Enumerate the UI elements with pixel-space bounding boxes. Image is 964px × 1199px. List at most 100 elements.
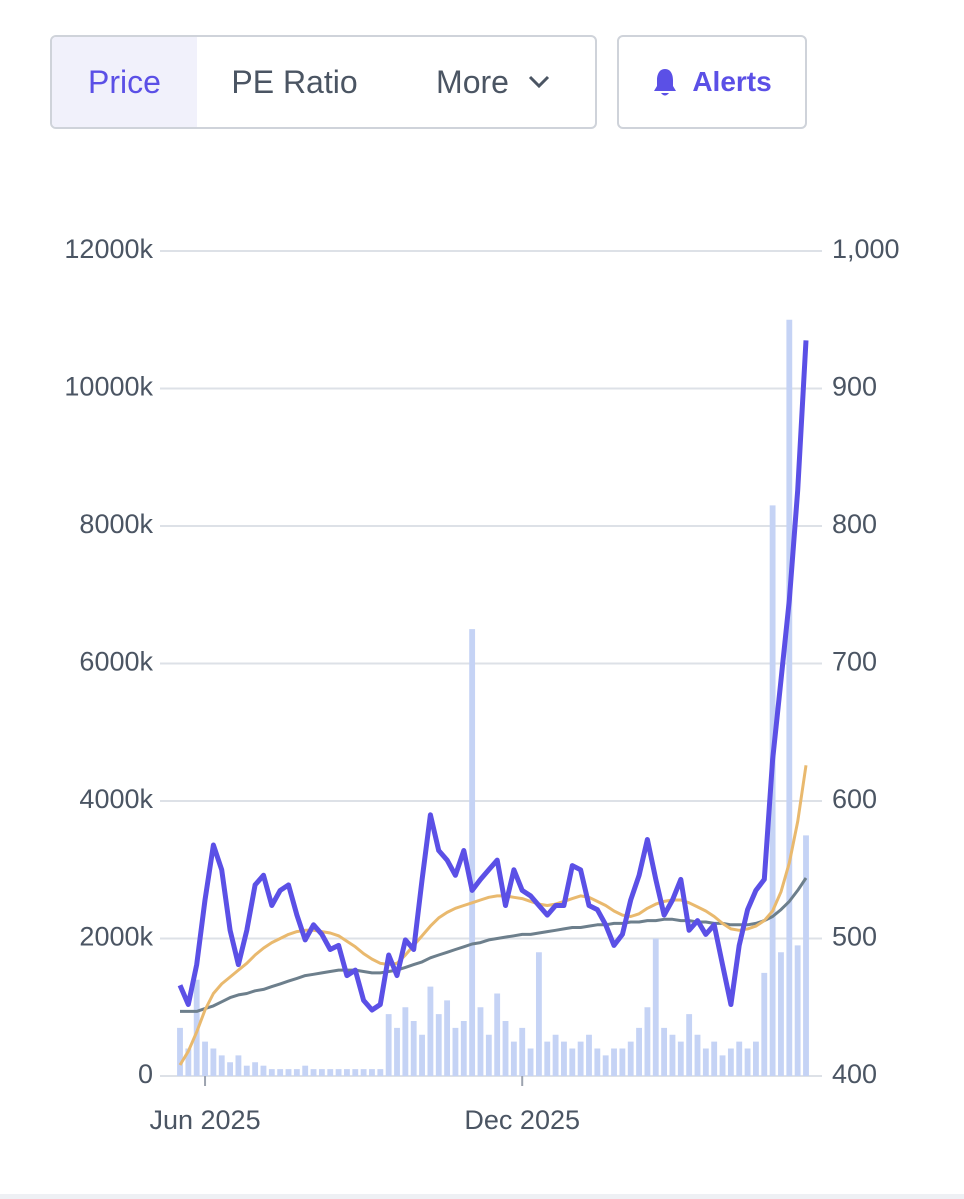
volume-bar (494, 993, 501, 1076)
volume-bar (227, 1062, 234, 1076)
volume-bar (202, 1041, 208, 1076)
y-tick-label: 8000k (79, 509, 153, 539)
y2-tick-label: 500 (832, 922, 877, 952)
volume-bar (318, 1069, 325, 1076)
volume-bar (761, 972, 768, 1076)
alerts-button[interactable]: Alerts (617, 35, 807, 129)
volume-bar (794, 945, 801, 1076)
volume-bar (452, 1027, 459, 1076)
volume-bar (177, 1027, 183, 1076)
bell-icon (654, 69, 677, 96)
volume-bar (385, 1014, 392, 1076)
volume-bar (744, 1048, 751, 1076)
volume-bar (736, 1041, 743, 1076)
volume-bar (752, 1041, 759, 1076)
volume-bar (394, 1027, 400, 1076)
volume-bar (544, 1041, 551, 1076)
volume-bar (669, 1034, 676, 1076)
volume-bar (627, 1041, 634, 1076)
x-tick-label: Jun 2025 (149, 1105, 260, 1135)
volume-bar (619, 1048, 626, 1076)
volume-bar (419, 1034, 425, 1076)
volume-bar (185, 1048, 192, 1076)
volume-bar (636, 1027, 642, 1076)
volume-bar (510, 1041, 517, 1076)
tab-more[interactable]: More (392, 37, 595, 127)
volume-bar (561, 1041, 567, 1076)
volume-bar (778, 952, 784, 1076)
volume-bar (460, 1021, 467, 1076)
volume-bar (594, 1048, 601, 1076)
volume-bar (485, 1034, 492, 1076)
divider (0, 1194, 964, 1199)
volume-bar (218, 1055, 225, 1076)
volume-bar (569, 1048, 576, 1076)
volume-bar (327, 1069, 334, 1076)
volume-bar (519, 1027, 526, 1076)
volume-bar (644, 1007, 651, 1076)
tab-pe[interactable]: PE Ratio (231, 63, 358, 100)
volume-bar (786, 319, 793, 1076)
volume-bar (360, 1069, 367, 1076)
y2-tick-label: 600 (832, 784, 877, 814)
volume-bar (677, 1041, 684, 1076)
tab-bar: Price PE Ratio More (50, 35, 597, 129)
volume-bar (335, 1069, 342, 1076)
volume-bar (235, 1055, 242, 1076)
volume-bar (577, 1041, 584, 1076)
y2-tick-label: 900 (832, 372, 877, 402)
volume-bar (502, 1021, 509, 1076)
y-tick-label: 10000k (64, 372, 153, 402)
volume-bar (444, 1000, 451, 1076)
y-tick-label: 2000k (79, 922, 153, 952)
y-tick-label: 4000k (79, 784, 153, 814)
volume-bar (702, 1048, 709, 1076)
volume-bar (661, 1027, 668, 1076)
volume-bar (427, 986, 434, 1076)
volume-bar (803, 835, 809, 1076)
volume-bar (435, 1014, 442, 1076)
alerts-label[interactable]: Alerts (692, 66, 772, 97)
y-tick-label: 6000k (79, 647, 153, 677)
volume-bar (293, 1069, 300, 1076)
volume-bar (686, 1014, 693, 1076)
volume-bar (727, 1048, 734, 1076)
volume-bar (527, 1048, 534, 1076)
y2-tick-label: 400 (832, 1059, 877, 1089)
volume-bar (344, 1069, 350, 1076)
volume-bar (611, 1048, 617, 1076)
volume-bar (586, 1034, 592, 1076)
volume-bar (602, 1055, 609, 1076)
volume-bar (719, 1055, 726, 1076)
y2-tick-label: 1,000 (832, 234, 900, 264)
tab-price[interactable]: Price (52, 37, 197, 127)
y2-tick-label: 700 (832, 647, 877, 677)
volume-bar (310, 1069, 317, 1076)
chart: 0 2000k 4000k 6000k 8000k 10000k 12000k 400 500 6… (64, 234, 900, 1135)
volume-bar (552, 1034, 559, 1076)
price-line (177, 340, 809, 1013)
volume-bar (402, 1007, 409, 1076)
y2-tick-label: 800 (832, 509, 877, 539)
volume-bar (477, 1007, 484, 1076)
volume-bar (535, 952, 542, 1076)
y-tick-label: 12000k (64, 234, 153, 264)
volume-bar (377, 1069, 384, 1076)
volume-bar (210, 1048, 217, 1076)
volume-bar (260, 1065, 267, 1076)
tab-more-label[interactable]: More (436, 63, 509, 100)
volume-bar (410, 1021, 417, 1076)
volume-bar (369, 1069, 375, 1076)
x-tick-label: Dec 2025 (464, 1105, 580, 1135)
volume-bar (469, 629, 476, 1076)
volume-bar (352, 1069, 359, 1076)
price-line (180, 877, 808, 1013)
y-tick-label: 0 (138, 1059, 153, 1089)
price-line (178, 765, 808, 1066)
volume-bar (243, 1065, 250, 1076)
volume-bar (711, 1041, 718, 1076)
volume-bar (652, 938, 659, 1076)
volume-bar (302, 1065, 309, 1076)
volume-bar (694, 1034, 701, 1076)
